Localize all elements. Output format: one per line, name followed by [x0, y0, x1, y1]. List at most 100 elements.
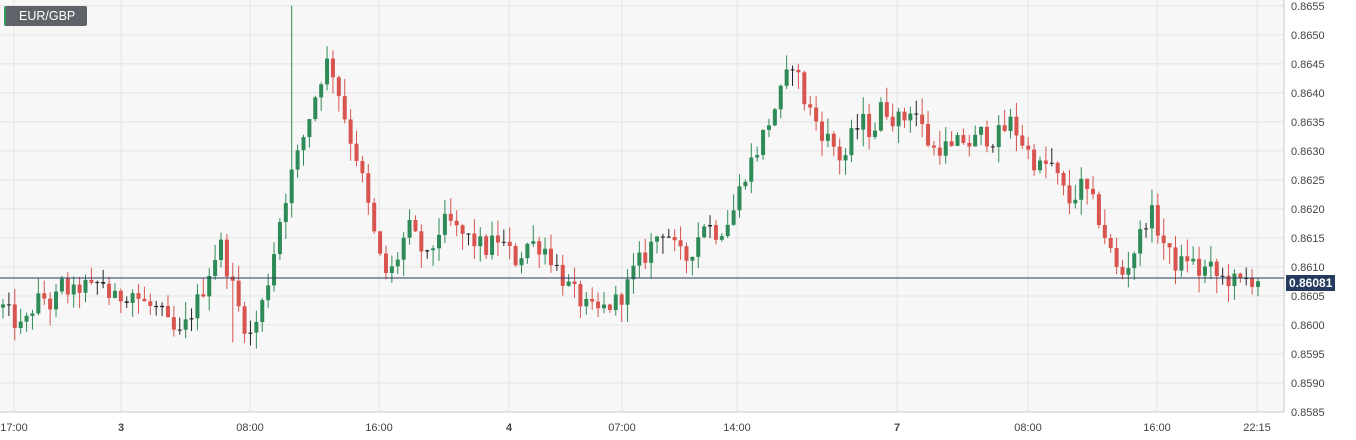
candle-body	[931, 145, 936, 148]
candle-body	[731, 210, 736, 225]
candle-body	[437, 234, 442, 249]
candle-body	[36, 293, 41, 314]
x-tick-label: 22:15	[1243, 422, 1271, 434]
candle-body	[819, 121, 824, 141]
candle-body	[660, 236, 665, 238]
candle-body	[873, 130, 878, 138]
y-tick-label: 0.8625	[1291, 175, 1325, 187]
candle-body	[1232, 273, 1237, 287]
candle-body	[678, 240, 683, 247]
candle-body	[961, 135, 966, 143]
candle-body	[543, 248, 548, 255]
candle-body	[560, 264, 565, 286]
candle-body	[342, 96, 347, 120]
candle-body	[790, 69, 795, 71]
candle-body	[1114, 248, 1119, 267]
candle-body	[979, 126, 984, 135]
candle-body	[690, 256, 695, 261]
y-tick-label: 0.8650	[1291, 30, 1325, 42]
candle-body	[743, 181, 748, 187]
candle-body	[1102, 224, 1107, 239]
candle-body	[1091, 188, 1096, 195]
candle-body	[1108, 238, 1113, 249]
candle-body	[301, 137, 306, 151]
candle-body	[107, 283, 112, 298]
candle-body	[1020, 135, 1025, 146]
candle-body	[737, 186, 742, 211]
candle-body	[908, 113, 913, 121]
x-tick-label: 14:00	[723, 422, 751, 434]
candle-body	[601, 304, 606, 309]
candle-body	[1149, 205, 1154, 229]
candle-body	[943, 141, 948, 156]
candle-body	[1079, 178, 1084, 200]
candle-body	[295, 150, 300, 170]
candle-body	[884, 102, 889, 117]
candle-body	[1132, 253, 1137, 269]
candle-body	[1002, 125, 1007, 131]
candle-body	[1120, 266, 1125, 275]
candle-body	[1037, 160, 1042, 171]
y-tick-label: 0.8600	[1291, 320, 1325, 332]
candle-body	[796, 69, 801, 73]
candle-body	[519, 258, 524, 266]
candle-body	[1155, 205, 1160, 236]
candle-body	[808, 104, 813, 108]
candle-body	[177, 329, 182, 331]
x-tick-label: 17:00	[0, 422, 28, 434]
candle-body	[590, 299, 595, 302]
candle-body	[890, 116, 895, 127]
candle-body	[825, 133, 830, 141]
candle-body	[254, 321, 259, 333]
candle-body	[855, 128, 860, 130]
candle-body	[466, 233, 471, 235]
candle-body	[213, 260, 218, 276]
candle-body	[142, 298, 147, 302]
candle-body	[625, 279, 630, 305]
y-tick-label: 0.8605	[1291, 291, 1325, 303]
candle-body	[277, 222, 282, 255]
candle-body	[1126, 268, 1131, 275]
candle-body	[389, 266, 394, 273]
candle-body	[272, 254, 277, 286]
candle-body	[54, 291, 59, 310]
candle-body	[348, 119, 353, 144]
candle-body	[1, 304, 5, 308]
x-tick-label: 08:00	[236, 422, 264, 434]
candle-body	[130, 293, 135, 303]
y-tick-label: 0.8640	[1291, 88, 1325, 100]
candle-body	[708, 225, 713, 227]
candle-body	[401, 237, 406, 260]
candle-body	[596, 301, 601, 309]
candle-body	[59, 278, 64, 292]
candle-body	[6, 304, 11, 306]
candle-body	[713, 225, 718, 240]
candle-body	[837, 146, 842, 161]
x-tick-label: 16:00	[365, 422, 393, 434]
candle-body	[772, 109, 777, 126]
candle-body	[749, 157, 754, 182]
candle-body	[101, 282, 106, 284]
candle-body	[425, 250, 430, 252]
candle-body	[702, 226, 707, 238]
candle-body	[926, 123, 931, 146]
candle-body	[372, 202, 377, 232]
candle-body	[831, 133, 836, 147]
candle-body	[378, 231, 383, 254]
candle-body	[1167, 243, 1172, 248]
candle-body	[996, 125, 1001, 148]
candle-body	[507, 241, 512, 247]
candle-body	[984, 126, 989, 147]
candle-body	[89, 279, 94, 283]
candle-body	[330, 58, 335, 78]
candle-body	[83, 279, 88, 293]
candle-body	[313, 97, 318, 120]
x-tick-label: 3	[118, 422, 124, 434]
candle-body	[148, 301, 153, 306]
candle-body	[655, 236, 660, 242]
candle-body	[124, 301, 129, 303]
candle-body	[283, 203, 288, 223]
candle-body	[1256, 281, 1260, 287]
